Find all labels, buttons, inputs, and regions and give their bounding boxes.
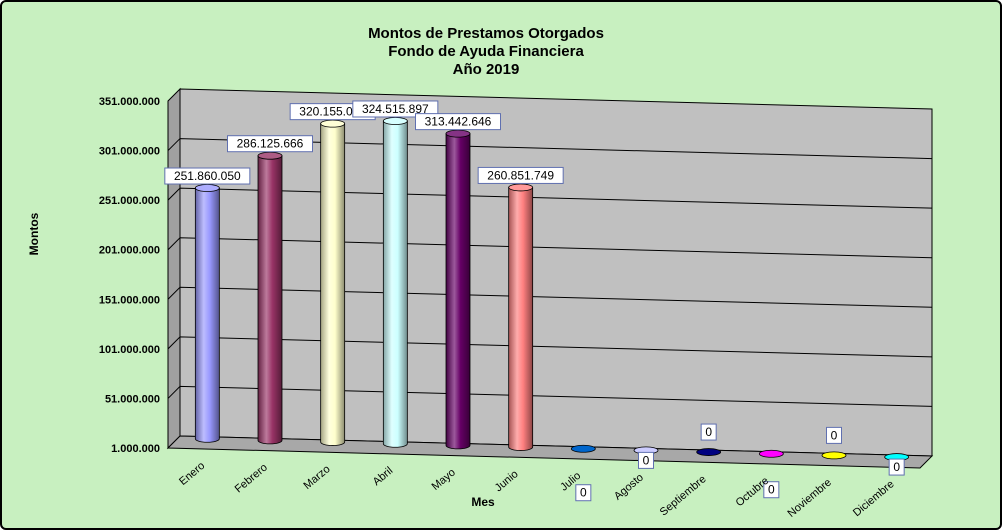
- y-tick-label: 1.000.000: [111, 443, 160, 455]
- data-label-abril: 324.515.897: [352, 100, 439, 118]
- x-tick-label: Agosto: [612, 471, 646, 502]
- data-label-text: 260.851.749: [487, 168, 554, 182]
- x-tick-label: Enero: [177, 460, 207, 488]
- data-label-text: 320.155.000: [299, 105, 366, 119]
- y-tick-label: 151.000.000: [99, 294, 160, 306]
- x-axis-title: Mes: [471, 495, 495, 509]
- bar-top-marzo: [320, 119, 346, 128]
- data-label-text: 324.515.897: [362, 102, 429, 116]
- data-label-text: 286.125.666: [237, 137, 304, 151]
- data-label-text: 0: [893, 460, 900, 474]
- bar-mayo: [445, 133, 471, 450]
- data-label-box: [575, 484, 592, 502]
- data-label-box: [888, 458, 905, 476]
- data-label-junio: 260.851.749: [477, 166, 564, 184]
- bar-top-enero: [194, 184, 220, 192]
- side-wall: [167, 87, 181, 450]
- bar-julio: [570, 444, 596, 453]
- floor: [166, 435, 934, 469]
- x-tick-label: Junio: [493, 468, 521, 494]
- data-label-box: [415, 113, 501, 131]
- data-label-text: 251.860.050: [174, 169, 241, 183]
- gridline: [167, 237, 933, 259]
- bar-top-mayo: [445, 129, 471, 138]
- bar-septiembre: [696, 448, 722, 456]
- x-tick-label: Noviembre: [785, 476, 833, 519]
- chart-title-line: Fondo de Ayuda Financiera: [388, 43, 584, 60]
- data-label-text: 313.442.646: [425, 115, 492, 129]
- data-label-julio: 0: [575, 484, 592, 502]
- y-tick-label: 101.000.000: [99, 344, 160, 356]
- gridline: [167, 187, 933, 209]
- chart-title-line: Montos de Prestamos Otorgados: [368, 25, 604, 42]
- x-tick-label: Septiembre: [658, 473, 709, 518]
- x-tick-label: Mayo: [430, 466, 458, 492]
- data-label-text: 0: [831, 428, 838, 442]
- data-label-box: [763, 481, 780, 499]
- x-tick-label: Febrero: [233, 461, 270, 495]
- data-label-text: 0: [768, 483, 775, 497]
- bar-top-abril: [382, 117, 408, 125]
- data-label-box: [826, 426, 842, 444]
- x-tick-label: Abril: [371, 465, 396, 488]
- data-label-box: [352, 100, 439, 118]
- gridline: [167, 385, 933, 407]
- bar-enero: [194, 187, 220, 443]
- data-label-febrero: 286.125.666: [227, 135, 313, 153]
- data-label-mayo: 313.442.646: [415, 113, 501, 131]
- bar-abril: [382, 120, 408, 448]
- data-label-box: [164, 167, 251, 185]
- bar-top-febrero: [257, 151, 283, 160]
- data-label-diciembre: 0: [888, 458, 905, 476]
- y-tick-label: 201.000.000: [99, 245, 160, 257]
- bar-febrero: [257, 155, 283, 445]
- x-tick-label: Marzo: [301, 463, 332, 492]
- y-tick-label: 351.000.000: [99, 96, 160, 108]
- x-tick-label: Diciembre: [851, 478, 897, 519]
- gridline: [167, 336, 933, 358]
- data-label-box: [638, 451, 654, 469]
- data-label-box: [477, 166, 564, 184]
- data-label-noviembre: 0: [826, 426, 842, 444]
- data-label-text: 0: [580, 486, 587, 500]
- data-label-enero: 251.860.050: [164, 167, 251, 185]
- data-label-text: 0: [643, 453, 650, 467]
- bar-octubre: [758, 449, 784, 458]
- bar-junio: [508, 187, 534, 451]
- chart-title-line: Año 2019: [453, 61, 520, 78]
- data-label-text: 0: [705, 425, 712, 439]
- bar-noviembre: [821, 451, 847, 460]
- bar-top-junio: [508, 183, 534, 192]
- y-tick-label: 251.000.000: [99, 195, 160, 207]
- data-label-agosto: 0: [638, 451, 654, 469]
- gridline: [167, 286, 933, 308]
- y-tick-label: 51.000.000: [105, 393, 160, 405]
- bar-marzo: [320, 123, 346, 446]
- y-tick-label: 301.000.000: [99, 146, 160, 158]
- data-label-box: [700, 423, 717, 441]
- data-label-octubre: 0: [763, 481, 780, 499]
- data-label-septiembre: 0: [700, 423, 717, 441]
- y-axis-title: Montos: [27, 212, 41, 255]
- gridline: [167, 138, 933, 160]
- data-label-box: [227, 135, 313, 153]
